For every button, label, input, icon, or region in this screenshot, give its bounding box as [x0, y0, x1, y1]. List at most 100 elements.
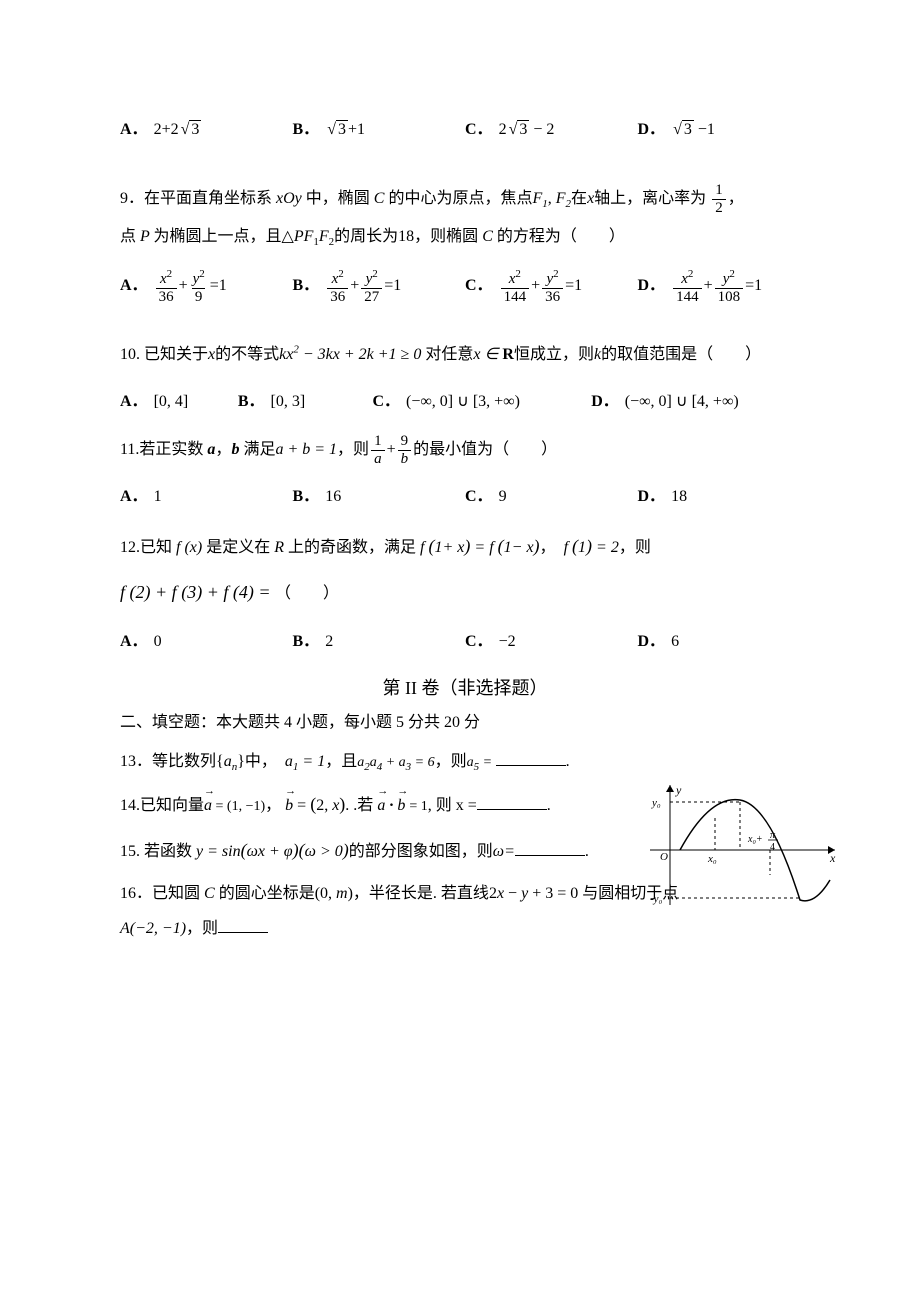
text: 15. 若函数: [120, 843, 192, 860]
set: {an}: [216, 753, 245, 770]
text: . .若: [345, 797, 373, 814]
q10-choice-a: A．[0, 4]: [120, 388, 238, 417]
text: 的部分图象如图，则: [349, 843, 493, 860]
text: 16．已知圆: [120, 885, 200, 902]
q9-stem: 9．在平面直角坐标系 xOy 中，椭圆 C 的中心为原点，焦点F1, F2在x轴…: [120, 180, 810, 257]
svg-text:y₀: y₀: [651, 797, 661, 809]
text: 中，: [245, 753, 285, 770]
text: 13．等比数列: [120, 753, 216, 770]
plus: +: [387, 441, 396, 458]
choice-label: B．: [238, 388, 265, 417]
choice-expr: 3 −1: [671, 116, 715, 145]
omega: ω=: [493, 843, 515, 860]
choice-label: D．: [638, 116, 666, 145]
section-2-subtitle: 二、填空题：本大题共 4 小题，每小题 5 分共 20 分: [120, 709, 810, 738]
var: xOy: [272, 190, 306, 207]
choice-expr: 23 − 2: [499, 116, 555, 145]
text: 的周长为: [334, 228, 398, 245]
text: 上的奇函数，满足: [284, 539, 420, 556]
expr: 16: [325, 483, 341, 512]
text: 的不等式: [215, 346, 279, 363]
text: ，则: [337, 441, 369, 458]
q9-choice-a: A． x236+y29=1: [120, 268, 293, 305]
text: 的圆心坐标是: [219, 885, 315, 902]
den: b: [398, 450, 412, 468]
expr: 1: [154, 483, 162, 512]
q8-choice-b: B． 3+1: [293, 116, 466, 145]
expr: a2a4 + a3 = 6: [357, 755, 434, 770]
expr: y = sin(ωx + φ)(ω > 0): [192, 843, 349, 860]
q12-stem: 12.已知 f (x) 是定义在 R 上的奇函数，满足 f (1+ x) = f…: [120, 527, 810, 567]
text: 是定义在: [206, 539, 274, 556]
text: .: [566, 753, 570, 770]
expr: (−∞, 0] ∪ [3, +∞): [406, 388, 520, 417]
text: 点: [120, 228, 140, 245]
svg-text:4: 4: [770, 842, 775, 853]
expr: kx2 − 3kx + 2k +1 ≥ 0: [279, 346, 421, 363]
dot: a · b: [373, 797, 409, 814]
q8-choice-a: A． 2+23: [120, 116, 293, 145]
expr: f (x): [172, 539, 206, 556]
text: ，: [728, 190, 744, 207]
choice-label: C．: [465, 628, 493, 657]
q9-choice-d: D． x2144+y2108=1: [638, 268, 811, 305]
q11-choice-a: A．1: [120, 483, 293, 512]
choice-label: A．: [120, 628, 148, 657]
q12-choices: A．0 B．2 C．−2 D．6: [120, 622, 810, 662]
den: a: [371, 450, 385, 468]
expr: = (1, −1): [212, 799, 265, 814]
blank: [515, 839, 585, 856]
text: .: [547, 797, 551, 814]
text: ，: [540, 539, 564, 556]
choice-label: D．: [638, 483, 666, 512]
expr: a5 =: [467, 755, 496, 770]
q10-choice-c: C．(−∞, 0] ∪ [3, +∞): [372, 388, 591, 417]
q12-choice-a: A．0: [120, 628, 293, 657]
choice-label: A．: [120, 272, 148, 301]
choice-expr: x236+y227=1: [325, 268, 401, 305]
text: ,: [548, 190, 556, 207]
expr: (−∞, 0] ∪ [4, +∞): [625, 388, 739, 417]
text: 9．在平面直角坐标系: [120, 190, 272, 207]
q12-choice-c: C．−2: [465, 628, 638, 657]
expr: a + b = 1: [275, 441, 337, 458]
blank: [496, 749, 566, 766]
svg-text:x₀: x₀: [707, 853, 717, 865]
expr: [0, 3]: [271, 388, 306, 417]
fraction: 12: [712, 182, 726, 216]
choice-expr: x2144+y236=1: [499, 268, 583, 305]
var: C: [200, 885, 219, 902]
q11-choice-c: C．9: [465, 483, 638, 512]
text: 为椭圆上一点，且: [154, 228, 282, 245]
vec-b: b: [285, 788, 293, 823]
text: 对任意: [421, 346, 473, 363]
text: （ ）: [275, 585, 339, 602]
num: 1: [712, 182, 726, 199]
svg-text:y: y: [675, 783, 682, 797]
q11-choice-d: D．18: [638, 483, 811, 512]
choice-label: B．: [293, 272, 320, 301]
text: 中，椭圆: [306, 190, 370, 207]
expr: 0: [154, 628, 162, 657]
svg-text:-y₀: -y₀: [650, 893, 663, 905]
text: 10. 已知关于: [120, 346, 208, 363]
expr: f (1) = 2: [564, 539, 619, 556]
text: 12.已知: [120, 539, 172, 556]
q11-choice-b: B．16: [293, 483, 466, 512]
q8-choice-d: D． 3 −1: [638, 116, 811, 145]
expr: △PF1F2: [282, 228, 335, 245]
choice-label: C．: [465, 483, 493, 512]
fraction: 9b: [398, 433, 412, 467]
q13: 13．等比数列{an}中， a1 = 1，且a2a4 + a3 = 6，则a5 …: [120, 744, 810, 779]
choice-label: B．: [293, 628, 320, 657]
choice-expr: x236+y29=1: [154, 268, 227, 305]
q9-choices: A． x236+y29=1 B． x236+y227=1 C． x2144+y2…: [120, 267, 810, 307]
q11-choices: A．1 B．16 C．9 D．18: [120, 477, 810, 517]
text: ，则: [619, 539, 651, 556]
q12-line2: f (2) + f (3) + f (4) = （ ）: [120, 573, 810, 613]
expr: −2: [499, 628, 516, 657]
svg-text:x₀+: x₀+: [747, 834, 763, 845]
q9-choice-c: C． x2144+y236=1: [465, 268, 638, 305]
q12-choice-d: D．6: [638, 628, 811, 657]
num: 18: [398, 228, 414, 245]
